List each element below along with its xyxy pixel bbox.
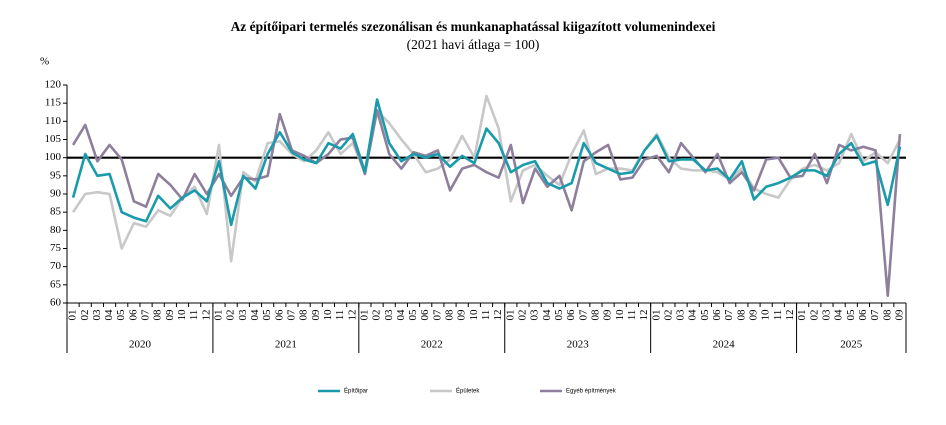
x-tick-label: 11 [334, 310, 346, 321]
x-tick-label: 01 [504, 310, 516, 321]
x-tick-label: 09 [602, 309, 614, 321]
x-tick-label: 06 [857, 309, 869, 321]
x-tick-label: 08 [881, 309, 893, 321]
x-tick-label: 03 [383, 309, 395, 321]
legend-label: Egyéb építmények [566, 389, 617, 395]
y-tick-label: 85 [50, 206, 62, 218]
x-tick-label: 08 [589, 309, 601, 321]
x-tick-label: 01 [796, 310, 808, 321]
x-tick-label: 11 [480, 310, 492, 321]
x-tick-label: 04 [395, 309, 407, 321]
x-tick-label: 12 [346, 310, 358, 321]
y-tick-label: 110 [45, 115, 62, 127]
year-label: 2020 [129, 339, 152, 351]
y-tick-label: 95 [50, 169, 62, 181]
x-tick-label: 01 [213, 310, 225, 321]
x-tick-label: 08 [444, 309, 456, 321]
x-tick-label: 02 [808, 310, 820, 321]
x-tick-label: 06 [273, 309, 285, 321]
x-tick-label: 07 [140, 309, 152, 321]
x-tick-label: 04 [833, 309, 845, 321]
legend-label: Építőipar [344, 388, 368, 395]
y-tick-label: 120 [45, 79, 62, 91]
x-tick-label: 03 [529, 309, 541, 321]
series-line [71, 98, 902, 227]
x-tick-label: 11 [772, 310, 784, 321]
x-tick-label: 12 [638, 310, 650, 321]
x-tick-label: 07 [431, 309, 443, 321]
x-tick-label: 08 [152, 309, 164, 321]
x-tick-label: 01 [358, 310, 370, 321]
x-tick-label: 06 [127, 309, 139, 321]
legend-label: Épületek [456, 388, 480, 395]
series-line [71, 109, 902, 298]
x-tick-label: 12 [492, 310, 504, 321]
x-tick-label: 01 [67, 310, 79, 321]
y-tick-label: 100 [45, 151, 62, 163]
y-tick-label: 75 [50, 242, 62, 254]
year-label: 2021 [275, 339, 297, 351]
x-tick-label: 03 [820, 309, 832, 321]
x-tick-label: 09 [310, 309, 322, 321]
x-tick-label: 07 [577, 309, 589, 321]
x-tick-label: 03 [237, 309, 249, 321]
year-label: 2025 [840, 339, 863, 351]
x-tick-label: 05 [845, 309, 857, 321]
x-tick-label: 05 [699, 309, 711, 321]
x-tick-label: 09 [164, 309, 176, 321]
x-tick-label: 07 [869, 309, 881, 321]
x-tick-label: 10 [468, 309, 480, 321]
x-tick-label: 10 [614, 309, 626, 321]
x-tick-label: 05 [115, 309, 127, 321]
x-tick-label: 09 [456, 309, 468, 321]
x-tick-label: 03 [91, 309, 103, 321]
x-tick-label: 06 [565, 309, 577, 321]
x-tick-label: 02 [371, 310, 383, 321]
x-tick-label: 03 [675, 309, 687, 321]
x-tick-label: 10 [760, 309, 772, 321]
x-tick-label: 04 [541, 309, 553, 321]
y-tick-label: 70 [50, 260, 62, 272]
y-tick-label: 80 [50, 224, 62, 236]
x-tick-label: 04 [249, 309, 261, 321]
x-tick-label: 09 [748, 309, 760, 321]
x-tick-label: 07 [285, 309, 297, 321]
x-tick-label: 10 [176, 309, 188, 321]
x-tick-label: 04 [103, 309, 115, 321]
x-tick-label: 02 [517, 310, 529, 321]
x-tick-label: 04 [687, 309, 699, 321]
x-tick-label: 02 [225, 310, 237, 321]
x-tick-label: 11 [188, 310, 200, 321]
x-tick-label: 11 [626, 310, 638, 321]
x-tick-label: 05 [407, 309, 419, 321]
year-label: 2024 [713, 339, 736, 351]
x-tick-label: 02 [662, 310, 674, 321]
x-tick-label: 12 [200, 310, 212, 321]
chart-title: Az építőipari termelés szezonálisan és m… [231, 19, 716, 34]
year-label: 2022 [421, 339, 443, 351]
x-tick-label: 01 [650, 310, 662, 321]
x-tick-label: 08 [735, 309, 747, 321]
y-tick-label: 90 [50, 188, 62, 200]
x-tick-label: 05 [261, 309, 273, 321]
y-tick-label: 105 [45, 133, 62, 145]
x-tick-label: 06 [419, 309, 431, 321]
x-tick-label: 10 [322, 309, 334, 321]
year-label: 2023 [567, 339, 590, 351]
chart-subtitle: (2021 havi átlaga = 100) [407, 37, 540, 52]
x-tick-label: 08 [298, 309, 310, 321]
x-tick-label: 12 [784, 310, 796, 321]
y-tick-label: 60 [50, 297, 62, 309]
x-tick-label: 09 [893, 309, 905, 321]
x-tick-label: 02 [79, 310, 91, 321]
y-tick-label: 115 [45, 97, 62, 109]
x-tick-label: 07 [723, 309, 735, 321]
x-tick-label: 06 [711, 309, 723, 321]
y-tick-label: 65 [50, 278, 62, 290]
y-axis-label: % [40, 56, 49, 68]
x-tick-label: 05 [553, 309, 565, 321]
